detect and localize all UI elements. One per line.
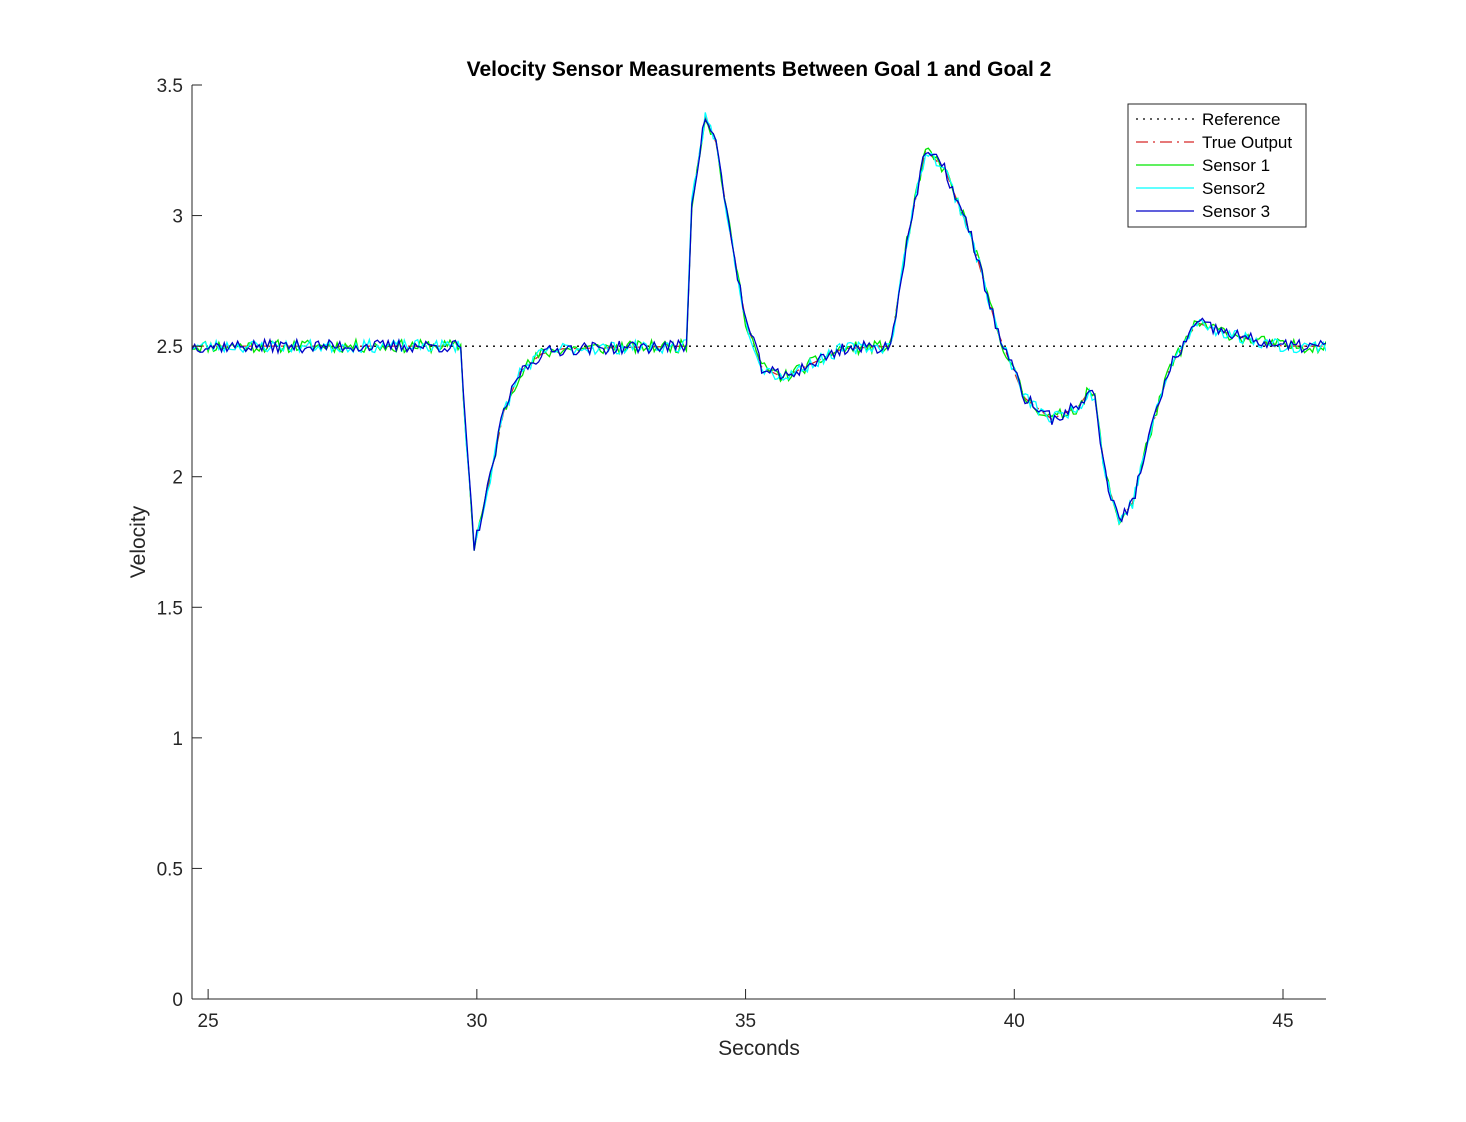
plot-area bbox=[192, 112, 1326, 551]
y-tick-label: 0.5 bbox=[157, 859, 183, 880]
legend-entry-label: Sensor 1 bbox=[1202, 156, 1270, 175]
y-tick-label: 2 bbox=[172, 468, 183, 489]
y-tick-label: 3.5 bbox=[157, 76, 183, 97]
y-tick-label: 1.5 bbox=[157, 598, 183, 619]
y-tick-label: 2.5 bbox=[157, 337, 183, 358]
chart-title: Velocity Sensor Measurements Between Goa… bbox=[467, 58, 1052, 81]
x-tick-label: 35 bbox=[735, 1011, 756, 1032]
y-tick-label: 1 bbox=[172, 729, 183, 750]
axes: 25 30 35 40 45 0 0.5 1 1.5 2 2.5 3 3.5 bbox=[157, 76, 1326, 1032]
y-axis-label: Velocity bbox=[127, 505, 150, 578]
y-tick-label: 0 bbox=[172, 990, 183, 1011]
y-tick-label: 3 bbox=[172, 207, 183, 228]
legend-entry-label: True Output bbox=[1202, 133, 1292, 152]
x-tick-label: 40 bbox=[1004, 1011, 1025, 1032]
legend: Reference True Output Sensor 1 Sensor2 Senso… bbox=[1127, 103, 1307, 228]
x-tick-label: 30 bbox=[466, 1011, 487, 1032]
x-axis-label: Seconds bbox=[718, 1037, 800, 1060]
x-tick-label: 25 bbox=[198, 1011, 219, 1032]
series-line-sensor-3 bbox=[192, 118, 1326, 551]
x-tick-label: 45 bbox=[1272, 1011, 1293, 1032]
legend-entry-label: Sensor2 bbox=[1202, 179, 1265, 198]
legend-entry-label: Reference bbox=[1202, 110, 1280, 129]
legend-entry-label: Sensor 3 bbox=[1202, 202, 1270, 221]
